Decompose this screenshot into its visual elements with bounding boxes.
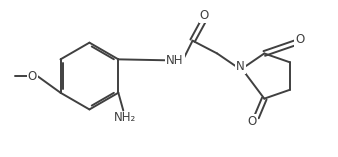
Text: NH₂: NH₂ [114, 111, 136, 124]
Text: NH: NH [166, 54, 184, 67]
Text: O: O [28, 70, 37, 83]
Text: O: O [200, 9, 209, 22]
Text: O: O [295, 33, 304, 46]
Text: N: N [236, 60, 245, 73]
Text: O: O [248, 115, 257, 128]
